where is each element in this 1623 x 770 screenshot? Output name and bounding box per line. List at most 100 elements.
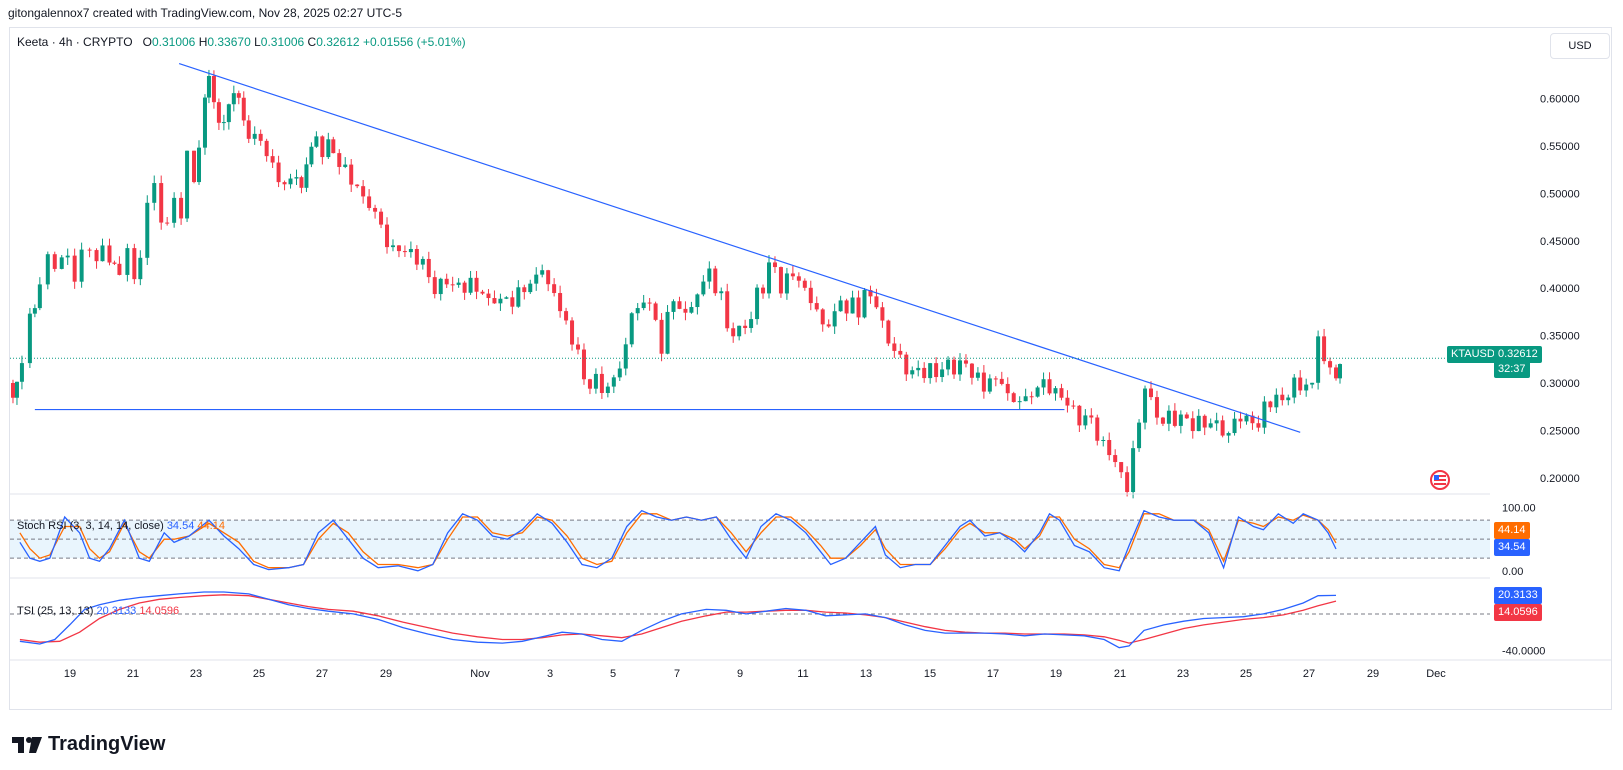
candle-body[interactable] [695, 294, 700, 308]
candle-body[interactable] [808, 287, 813, 304]
candle-body[interactable] [904, 354, 909, 375]
candle-body[interactable] [1298, 377, 1303, 391]
candle-body[interactable] [462, 282, 467, 293]
candle-body[interactable] [916, 367, 921, 371]
candle-body[interactable] [206, 75, 211, 98]
candle-body[interactable] [420, 258, 425, 265]
candle-body[interactable] [1095, 417, 1100, 441]
main-lines[interactable] [10, 63, 1540, 433]
candle-body[interactable] [1280, 394, 1285, 401]
candle-body[interactable] [659, 319, 664, 354]
candle-body[interactable] [1160, 417, 1165, 424]
candle-body[interactable] [258, 133, 263, 141]
candle-body[interactable] [408, 248, 413, 253]
candle-body[interactable] [299, 177, 304, 188]
tradingview-logo[interactable]: TradingView [12, 733, 165, 756]
candle-body[interactable] [677, 301, 682, 309]
candle-body[interactable] [112, 262, 117, 264]
candle-body[interactable] [1148, 388, 1153, 398]
candle-body[interactable] [838, 300, 843, 312]
candle-body[interactable] [1083, 415, 1088, 426]
candle-body[interactable] [450, 284, 455, 286]
candle-body[interactable] [72, 255, 77, 282]
candle-body[interactable] [844, 300, 849, 314]
candle-body[interactable] [474, 277, 479, 292]
candle-body[interactable] [1059, 388, 1064, 398]
candle-body[interactable] [45, 254, 50, 285]
candle-body[interactable] [32, 308, 37, 314]
candle-body[interactable] [221, 122, 226, 124]
candle-body[interactable] [373, 207, 378, 212]
candle-body[interactable] [87, 249, 92, 251]
candle-body[interactable] [522, 287, 527, 293]
candle-body[interactable] [385, 224, 390, 248]
candle-body[interactable] [125, 248, 130, 275]
candle-body[interactable] [689, 307, 694, 313]
candle-body[interactable] [761, 287, 766, 294]
candle-body[interactable] [516, 287, 521, 307]
candle-body[interactable] [558, 293, 563, 312]
candle-body[interactable] [1244, 415, 1249, 422]
candle-body[interactable] [1202, 415, 1207, 428]
candle-body[interactable] [629, 313, 634, 345]
symbol-title[interactable]: Keeta · 4h · CRYPTO [17, 35, 133, 49]
candle-body[interactable] [314, 136, 319, 147]
candle-body[interactable] [1208, 423, 1213, 428]
candle-body[interactable] [958, 360, 962, 375]
candle-body[interactable] [647, 302, 652, 304]
candle-body[interactable] [802, 280, 807, 288]
candle-body[interactable] [1017, 401, 1022, 403]
stoch-title[interactable]: Stoch RSI (3, 3, 14, 14, close) [17, 520, 164, 532]
candle-body[interactable] [570, 320, 575, 345]
candle-body[interactable] [1178, 414, 1183, 426]
candle-body[interactable] [862, 290, 867, 318]
candle-body[interactable] [701, 281, 706, 295]
candle-body[interactable] [922, 367, 927, 379]
candle-body[interactable] [617, 368, 622, 378]
candle-body[interactable] [1256, 423, 1261, 428]
candle-body[interactable] [874, 296, 879, 308]
candle-body[interactable] [138, 257, 143, 280]
candle-body[interactable] [963, 360, 968, 364]
candle-body[interactable] [252, 133, 257, 139]
candle-body[interactable] [152, 183, 157, 203]
candle-body[interactable] [343, 164, 348, 167]
candle-body[interactable] [1011, 393, 1016, 403]
candle-body[interactable] [426, 258, 431, 278]
candle-body[interactable] [1214, 420, 1219, 424]
candle-body[interactable] [1172, 410, 1177, 426]
candle-body[interactable] [1184, 414, 1189, 419]
candle-body[interactable] [132, 248, 137, 280]
candle-body[interactable] [1316, 336, 1321, 383]
candle-body[interactable] [928, 363, 933, 379]
candle-body[interactable] [1322, 336, 1327, 362]
candle-body[interactable] [564, 311, 569, 321]
candle-body[interactable] [635, 308, 640, 314]
candle-body[interactable] [683, 308, 688, 313]
candle-body[interactable] [337, 153, 342, 167]
candle-body[interactable] [1304, 384, 1309, 391]
symbol-legend[interactable]: Keeta · 4h · CRYPTO O0.31006 H0.33670 L0… [17, 35, 466, 49]
candle-body[interactable] [1190, 418, 1195, 432]
candle-body[interactable] [1154, 397, 1159, 418]
candle-body[interactable] [396, 245, 401, 252]
candle-body[interactable] [486, 293, 491, 299]
candle-body[interactable] [1029, 396, 1034, 398]
candle-body[interactable] [402, 251, 407, 253]
candle-body[interactable] [1286, 397, 1291, 401]
candle-body[interactable] [796, 276, 801, 281]
candle-body[interactable] [65, 255, 70, 258]
candle-body[interactable] [145, 202, 150, 258]
candle-body[interactable] [79, 249, 84, 282]
candle-body[interactable] [1292, 377, 1297, 398]
candle-body[interactable] [1334, 367, 1339, 379]
candle-body[interactable] [725, 291, 730, 329]
candle-body[interactable] [231, 93, 236, 105]
candle-body[interactable] [653, 303, 658, 320]
candle-body[interactable] [1310, 382, 1315, 385]
candle-body[interactable] [534, 274, 539, 284]
candle-body[interactable] [832, 311, 837, 327]
candle-body[interactable] [772, 262, 777, 268]
candle-body[interactable] [611, 377, 616, 387]
candle-body[interactable] [1023, 396, 1028, 402]
